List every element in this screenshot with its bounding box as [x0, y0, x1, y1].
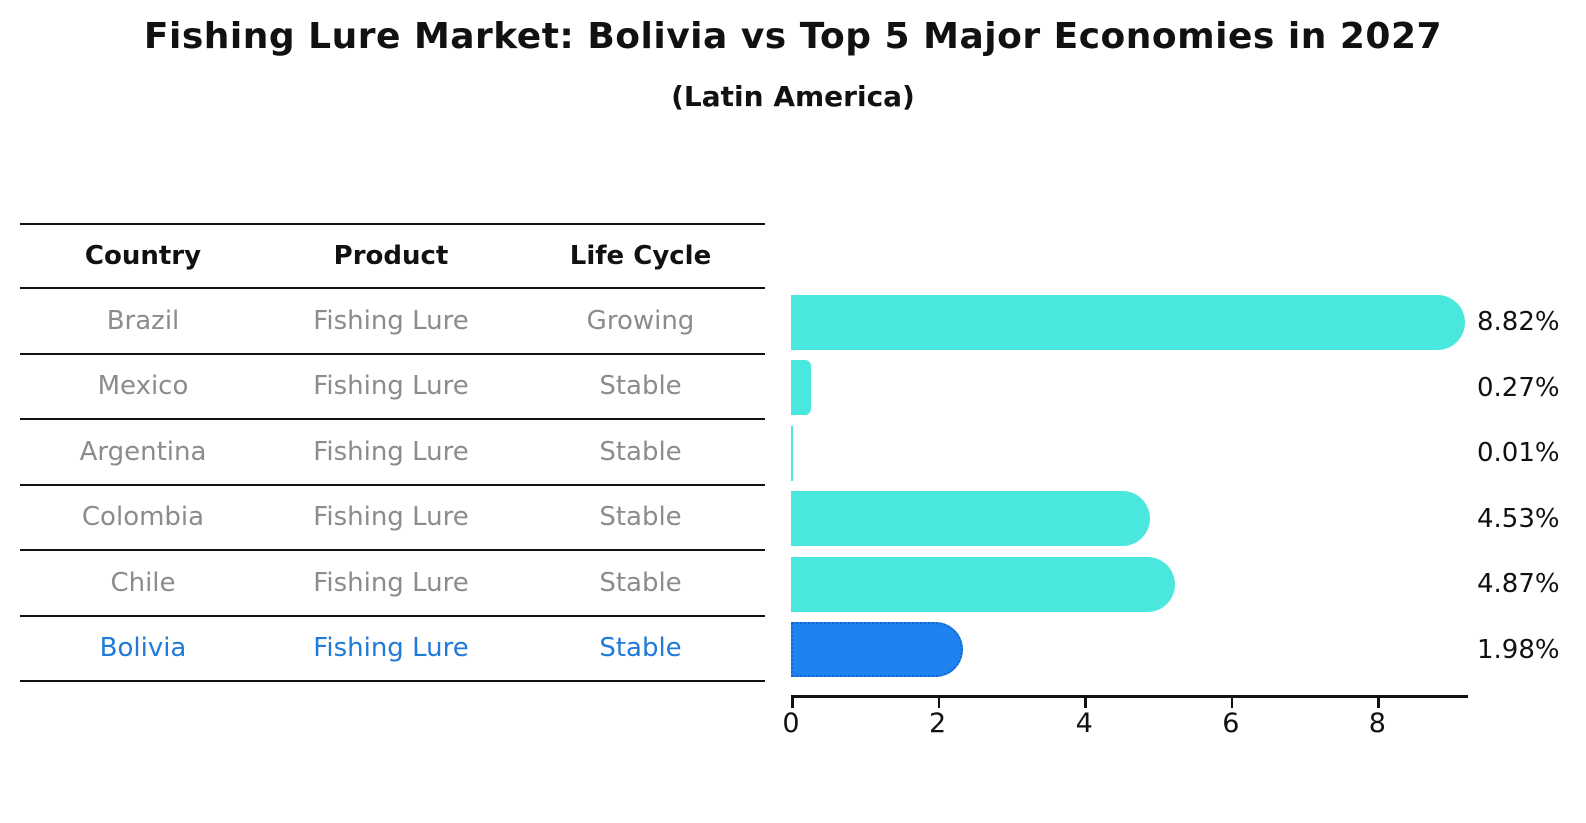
life-cycle-cell: Stable	[599, 633, 682, 664]
table-row: Chile Fishing Lure Stable	[20, 551, 765, 617]
life-cycle-cell: Growing	[586, 305, 695, 336]
country-cell: Brazil	[106, 305, 180, 336]
x-tick-label: 2	[929, 708, 947, 739]
bar-chile	[791, 556, 1175, 612]
value-label-argentina: 0.01%	[1477, 438, 1560, 468]
product-cell: Fishing Lure	[313, 567, 469, 598]
life-cycle-cell: Stable	[599, 502, 682, 533]
product-cell: Fishing Lure	[313, 436, 469, 467]
value-label-brazil: 8.82%	[1477, 307, 1560, 337]
product-cell: Fishing Lure	[313, 305, 469, 336]
country-cell: Chile	[110, 567, 176, 598]
life-cycle-cell: Stable	[599, 436, 682, 467]
x-tick-label: 4	[1075, 708, 1093, 739]
x-tick-mark	[1230, 698, 1234, 708]
table-header-life-cycle: Life Cycle	[569, 241, 712, 271]
x-tick-mark	[937, 698, 941, 708]
x-tick-label: 8	[1368, 708, 1386, 739]
table-header-product: Product	[333, 241, 449, 271]
bar-bolivia	[791, 622, 964, 677]
country-cell: Colombia	[81, 502, 205, 533]
country-cell: Mexico	[97, 371, 189, 402]
x-tick-label: 0	[782, 708, 800, 739]
value-label-bolivia: 1.98%	[1477, 634, 1560, 665]
life-cycle-cell: Stable	[599, 371, 682, 402]
country-cell: Argentina	[79, 436, 207, 467]
bar-argentina	[791, 425, 793, 481]
table-body: Brazil Fishing Lure Growing Mexico Fishi…	[20, 289, 765, 682]
x-tick-mark	[791, 698, 794, 708]
value-label-mexico: 0.27%	[1477, 372, 1560, 403]
chart-title: Fishing Lure Market: Bolivia vs Top 5 Ma…	[143, 16, 1443, 57]
table-header-country: Country	[84, 241, 202, 271]
x-tick-mark	[1377, 698, 1380, 708]
bar-brazil	[791, 294, 1465, 350]
value-label-colombia: 4.53%	[1477, 503, 1560, 534]
table-header-row: Country Product Life Cycle	[20, 223, 765, 289]
x-tick-mark	[1084, 698, 1087, 708]
bar-colombia	[791, 491, 1151, 546]
table-row: Mexico Fishing Lure Stable	[20, 355, 765, 420]
table-row: Brazil Fishing Lure Growing	[20, 289, 765, 355]
product-cell: Fishing Lure	[313, 371, 469, 402]
x-tick-label: 6	[1222, 708, 1240, 739]
life-cycle-cell: Stable	[599, 567, 682, 598]
country-table: Country Product Life Cycle Brazil Fishin…	[20, 223, 765, 682]
value-label-chile: 4.87%	[1477, 569, 1560, 599]
table-row: Colombia Fishing Lure Stable	[20, 486, 765, 551]
product-cell: Fishing Lure	[313, 502, 469, 533]
product-cell: Fishing Lure	[313, 633, 469, 664]
x-axis-line	[791, 695, 1468, 698]
bar-mexico	[791, 360, 811, 415]
chart-subtitle: (Latin America)	[671, 80, 915, 113]
table-row: Argentina Fishing Lure Stable	[20, 420, 765, 486]
table-row: Bolivia Fishing Lure Stable	[20, 617, 765, 682]
country-cell: Bolivia	[99, 633, 187, 664]
